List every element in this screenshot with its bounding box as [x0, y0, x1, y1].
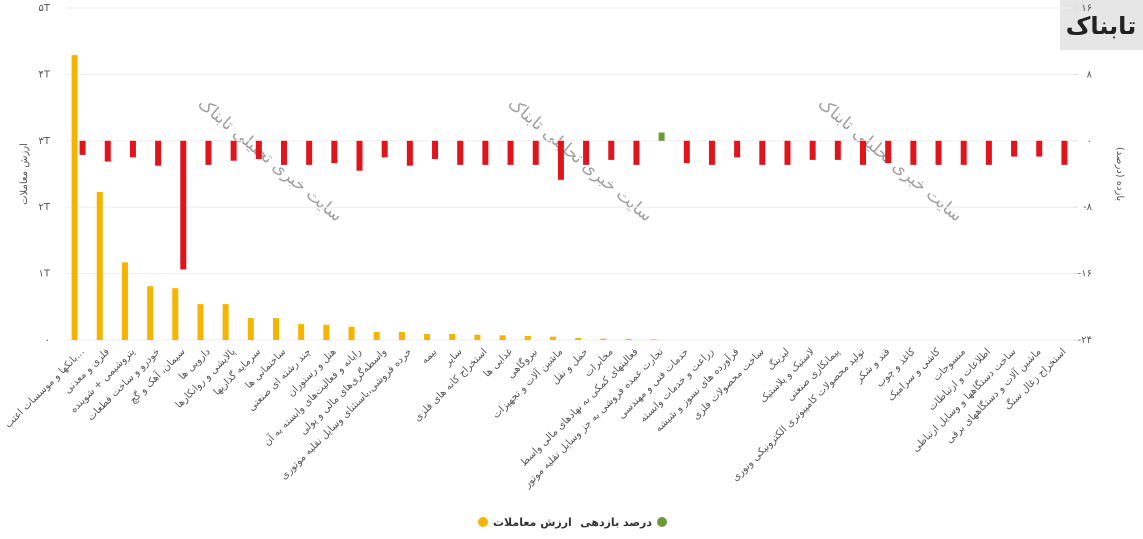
y2-tick-label: -۸ — [1083, 202, 1093, 213]
bar — [608, 140, 615, 160]
y-tick-label: ۲T — [39, 202, 51, 213]
legend-label: درصد بازدهی — [580, 516, 652, 529]
y2-axis-title: بازده (درصد) — [1114, 147, 1125, 201]
bar — [398, 332, 405, 340]
bar — [658, 132, 665, 141]
y2-tick-label: ۰ — [1087, 136, 1092, 147]
bar — [583, 140, 590, 165]
x-tick-label: سایر — [442, 346, 464, 368]
bar — [306, 140, 313, 165]
bar — [373, 332, 380, 340]
bar — [549, 336, 556, 340]
bar — [406, 140, 413, 166]
bar — [96, 191, 103, 340]
legend-label: ارزش معاملات — [493, 516, 572, 529]
bar — [104, 140, 111, 162]
y-tick-label: ۳T — [39, 136, 51, 147]
legend-marker — [478, 517, 488, 527]
bar — [474, 334, 481, 340]
bar — [910, 140, 917, 165]
bar — [809, 140, 816, 160]
bar — [272, 318, 279, 340]
legend-marker — [657, 517, 667, 527]
y2-tick-label: ۱۶ — [1081, 3, 1092, 14]
bar — [381, 140, 388, 158]
y2-tick-label: -۲۴ — [1078, 335, 1092, 346]
bar — [759, 140, 766, 165]
bar — [885, 140, 892, 164]
y-tick-label: ۱T — [39, 269, 51, 280]
bar — [155, 140, 162, 166]
bar — [575, 338, 582, 340]
bar — [222, 304, 229, 340]
bar — [180, 140, 187, 270]
y-axis-title: ارزش معاملات — [19, 143, 30, 205]
y2-tick-label: -۱۶ — [1078, 269, 1092, 280]
bar — [255, 140, 262, 160]
bar — [708, 140, 715, 165]
bar — [298, 324, 305, 340]
bar — [432, 140, 439, 160]
bar — [633, 140, 640, 165]
bar — [348, 326, 355, 340]
watermark: سایت خبری تحلیلی تابناک — [194, 94, 346, 226]
logo: تابناک — [1066, 12, 1136, 40]
bar — [650, 339, 657, 340]
bar — [600, 338, 607, 340]
bar — [280, 140, 287, 165]
bar — [197, 304, 204, 340]
bar — [1011, 140, 1018, 157]
bar — [247, 318, 254, 340]
y-tick-label: ۴T — [39, 69, 51, 80]
y-tick-label: ۰ — [45, 335, 50, 346]
bar — [625, 339, 632, 340]
bar — [1036, 140, 1043, 157]
bar — [230, 140, 237, 161]
x-tick-label: بیمه — [420, 346, 440, 366]
bar — [424, 334, 431, 340]
bar — [71, 55, 78, 340]
bar — [985, 140, 992, 165]
bar — [834, 140, 841, 160]
bar — [860, 140, 867, 165]
bar — [524, 336, 531, 340]
watermark: سایت خبری تحلیلی تابناک — [504, 94, 656, 226]
bar — [79, 140, 86, 155]
bar — [457, 140, 464, 165]
bar — [121, 262, 128, 340]
bar — [1061, 140, 1068, 165]
bar — [331, 140, 338, 164]
bar — [323, 324, 330, 340]
bar — [205, 140, 212, 165]
bar — [449, 334, 456, 340]
bar — [507, 140, 514, 165]
bar — [356, 140, 363, 171]
bar — [482, 140, 489, 165]
bar — [734, 140, 741, 158]
bar — [499, 335, 506, 340]
bar — [532, 140, 539, 165]
bar — [784, 140, 791, 165]
bar — [960, 140, 967, 165]
bar — [935, 140, 942, 165]
bar — [683, 140, 690, 164]
bar — [129, 140, 136, 158]
y2-tick-label: ۸ — [1087, 69, 1093, 80]
bar — [172, 288, 179, 340]
y-tick-label: ۵T — [39, 3, 51, 14]
bar — [147, 286, 154, 340]
bar — [557, 140, 564, 180]
